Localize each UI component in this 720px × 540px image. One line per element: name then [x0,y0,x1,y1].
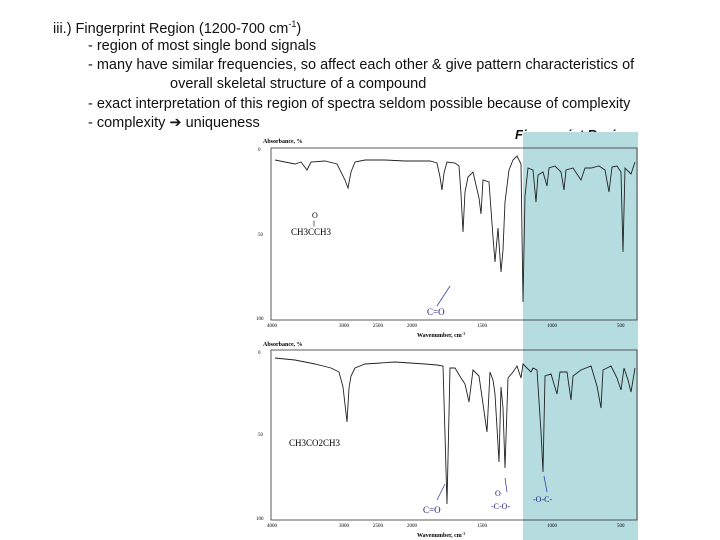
bottom-spectrum-trace [274,357,636,505]
slide-heading: iii.) Fingerprint Region (1200-700 cm-1) [53,15,301,39]
fingerprint-region-highlight [523,132,638,540]
bottom-ester-annotation: -C-O- [491,502,510,511]
bullet-1: - region of most single bond signals [88,38,317,54]
bottom-xtick-2000: 2000 [407,524,418,529]
top-xtick-2500: 2500 [373,324,384,329]
bottom-ytick-0: 0 [258,351,261,356]
bottom-xlabel: Wavenumber, cm-1 [417,531,465,539]
bottom-xtick-2500: 2500 [373,524,384,529]
heading-text: iii.) Fingerprint Region (1200-700 cm [53,20,289,37]
bullet-4-prefix: - complexity [88,115,166,131]
top-molecule-oxygen: O [312,211,318,220]
bullet-3: - exact interpretation of this region of… [88,96,631,112]
bottom-xtick-3000: 3000 [339,524,350,529]
bottom-ester-oxygen: O [495,489,501,498]
top-ylabel: Absorbance, % [263,139,303,145]
right-arrow-icon: ➔ [169,115,182,131]
bottom-oc-pointer [543,475,548,493]
top-carbonyl-annotation: C=O [427,307,445,317]
top-xtick-3000: 3000 [339,324,350,329]
bottom-carbonyl-pointer [436,483,446,501]
bottom-spectrum: Absorbance, % 0 50 100 CH3CO2CH3 C=O O -… [256,342,638,539]
bottom-xtick-4000: 4000 [267,524,278,529]
top-xtick-4000: 4000 [267,324,278,329]
bullet-2: - many have similar frequencies, so affe… [88,57,635,73]
top-ytick-100: 100 [256,317,264,322]
bullet-4-suffix: uniqueness [185,115,260,131]
bottom-ylabel: Absorbance, % [263,342,303,348]
top-xlabel: Wavenumber, cm-1 [417,331,465,339]
top-ytick-50: 50 [258,233,264,238]
top-xtick-1000: 1000 [547,324,558,329]
bottom-ester-pointer [504,477,508,493]
bottom-xtick-1500: 1500 [477,524,488,529]
top-xtick-2000: 2000 [407,324,418,329]
top-ytick-0: 0 [258,148,261,153]
bullet-4: - complexity ➔ uniqueness [88,114,260,134]
top-plot-frame [270,147,638,321]
bottom-xtick-500: 500 [617,524,625,529]
bottom-xtick-1000: 1000 [547,524,558,529]
top-xtick-500: 500 [617,324,625,329]
top-molecule-name: CH3CCH3 [291,227,332,237]
heading-close: ) [296,20,302,37]
bottom-ytick-100: 100 [256,517,264,522]
ir-spectra-figure: Absorbance, % 0 50 100 O || CH3CCH3 C=O … [256,132,638,540]
bottom-plot-frame [270,349,638,521]
bottom-oc-annotation: -O-C- [533,495,552,504]
top-spectrum: Absorbance, % 0 50 100 O || CH3CCH3 C=O … [256,139,638,339]
top-xtick-1500: 1500 [477,324,488,329]
top-carbonyl-pointer [436,285,451,307]
top-molecule-double-bond: || [313,221,315,227]
heading-superscript: -1 [288,19,297,29]
bottom-carbonyl-annotation: C=O [423,505,441,515]
bottom-molecule-name: CH3CO2CH3 [289,438,341,448]
bottom-ytick-50: 50 [258,433,264,438]
bullet-2-continuation: overall skeletal structure of a compound [170,76,427,92]
top-spectrum-trace [274,155,636,303]
